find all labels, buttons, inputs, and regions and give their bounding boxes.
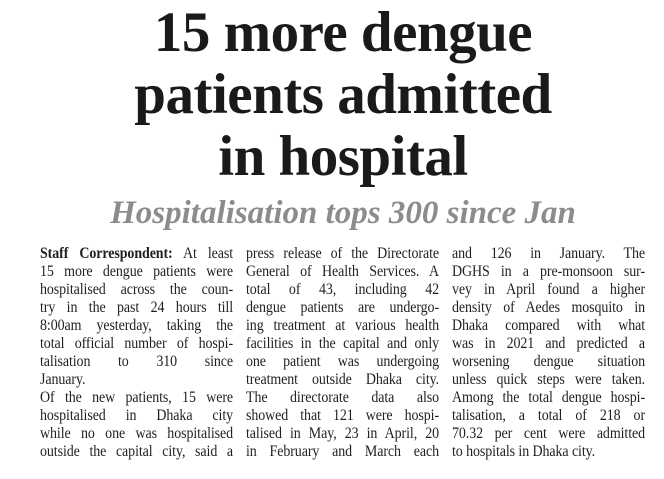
article-column-text: Staff Correspondent: At least 15 more den… bbox=[40, 245, 233, 461]
text-line: The directorate data also bbox=[246, 389, 440, 406]
text-line: total of 43, including 42 bbox=[246, 281, 440, 298]
text-line: worsening dengue situation bbox=[452, 353, 646, 370]
text-line: hospitalised in Dhaka city bbox=[40, 407, 234, 424]
text-line: dengue patients are undergo- bbox=[246, 299, 440, 316]
article-column-text: and 126 in January. The DGHS in a pre-mon… bbox=[452, 245, 645, 461]
text-line: 8:00am yesterday, taking the bbox=[40, 317, 234, 334]
text-line: 15 more dengue patients were bbox=[40, 263, 234, 280]
text-line: try in the past 24 hours till bbox=[40, 299, 234, 316]
article-column-2: press release of the Directorate General … bbox=[246, 245, 439, 461]
headline: 15 more dengue patients admitted in hosp… bbox=[40, 2, 646, 188]
text-line: Staff Correspondent: At least bbox=[40, 245, 234, 262]
text-line: total official number of hospi- bbox=[40, 335, 234, 352]
headline-line-2: patients admitted bbox=[134, 63, 552, 126]
text-line: unless quick steps were taken. bbox=[452, 371, 646, 388]
article-column-text: press release of the Directorate General … bbox=[246, 245, 439, 461]
text-line: to hospitals in Dhaka city. bbox=[452, 443, 596, 460]
subheadline: Hospitalisation tops 300 since Jan bbox=[110, 195, 576, 231]
text-line: talisation, a total of 218 or bbox=[452, 407, 646, 424]
text-line: facilities in the capital and only bbox=[246, 335, 440, 352]
text-line: density of Aedes mosquito in bbox=[452, 299, 646, 316]
text-line: outside the capital city, said a bbox=[40, 443, 234, 460]
text-line: Dhaka compared with what bbox=[452, 317, 646, 334]
article-column-1: Staff Correspondent: At least 15 more den… bbox=[40, 245, 233, 461]
text-line: 70.32 per cent were admitted bbox=[452, 425, 646, 442]
headline-line-3: in hospital bbox=[218, 125, 468, 188]
byline-label: Staff Correspondent: bbox=[40, 245, 173, 262]
text-line: General of Health Services. A bbox=[246, 263, 440, 280]
text-line: January. bbox=[40, 371, 86, 388]
text-line: talised in May, 23 in April, 20 bbox=[246, 425, 440, 442]
text-line: DGHS in a pre-monsoon sur- bbox=[452, 263, 646, 280]
article-content: 15 more dengue patients admitted in hosp… bbox=[40, 2, 646, 461]
text-line: while no one was hospitalised bbox=[40, 425, 234, 442]
text-line: and 126 in January. The bbox=[452, 245, 646, 262]
text-line: vey in April found a higher bbox=[452, 281, 646, 298]
text-line: Among the total dengue hospi- bbox=[452, 389, 646, 406]
text-line: in February and March each bbox=[246, 443, 440, 460]
text-line: ing treatment at various health bbox=[246, 317, 440, 334]
headline-line-1: 15 more dengue bbox=[153, 1, 533, 64]
text-line: press release of the Directorate bbox=[246, 245, 440, 262]
text-line: showed that 121 were hospi- bbox=[246, 407, 440, 424]
text-line: one patient was undergoing bbox=[246, 353, 440, 370]
text-line: talisation to 310 since bbox=[40, 353, 234, 370]
article-column-3: and 126 in January. The DGHS in a pre-mon… bbox=[452, 245, 645, 461]
article-columns: Staff Correspondent: At least 15 more den… bbox=[40, 245, 646, 461]
text-line: Of the new patients, 15 were bbox=[40, 389, 234, 406]
text-line: was in 2021 and predicted a bbox=[452, 335, 646, 352]
text-line: treatment outside Dhaka city. bbox=[246, 371, 440, 388]
text-line: hospitalised across the coun- bbox=[40, 281, 234, 298]
